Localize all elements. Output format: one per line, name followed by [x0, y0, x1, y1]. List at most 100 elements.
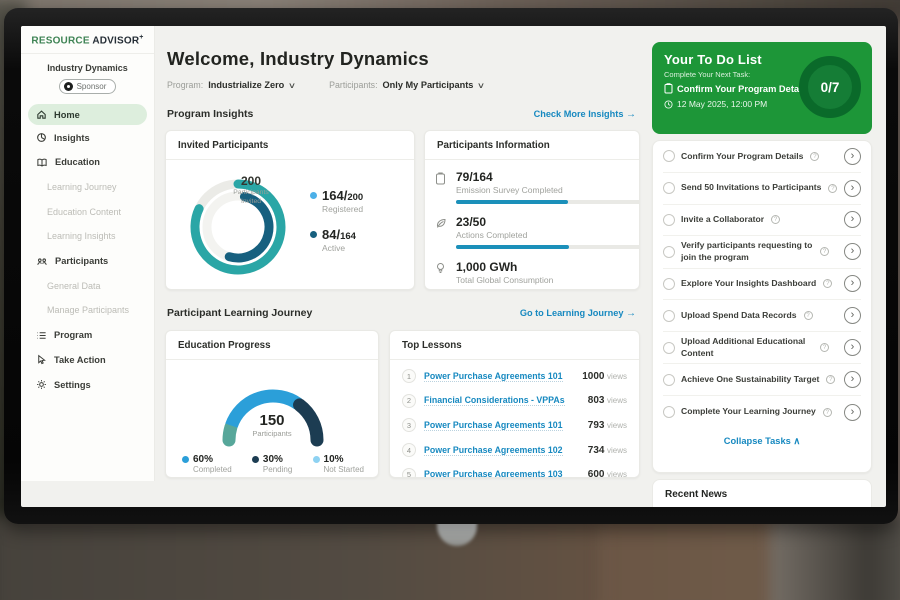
lesson-row: 3 Power Purchase Agreements 101 793 view…	[402, 413, 627, 438]
info-icon: ?	[823, 279, 833, 289]
legend-registered: 164/200 Registered	[310, 188, 363, 214]
education-progress-card: Education Progress 150 Participants 60% …	[165, 330, 379, 478]
chevron-up-icon: ∧	[793, 435, 801, 446]
checkbox-icon[interactable]	[663, 245, 675, 258]
checkbox-icon[interactable]	[663, 406, 675, 419]
todo-item[interactable]: Upload Additional Educational Content ? …	[663, 332, 861, 365]
chevron-right-button[interactable]: ›	[844, 179, 861, 197]
invited-donut-chart	[190, 179, 286, 275]
rank-badge: 5	[402, 467, 416, 477]
lesson-row: 1 Power Purchase Agreements 101 1000 vie…	[402, 364, 627, 389]
consumption-row: 1,000 GWh Total Global Consumption	[435, 260, 625, 289]
invited-participants-card: Invited Participants 200 Participants Inv…	[165, 130, 415, 290]
rank-badge: 3	[402, 418, 416, 433]
lesson-link[interactable]: Financial Considerations - VPPAs	[424, 395, 565, 407]
sidebar-nav: Home Insights Education Learning Journey…	[21, 104, 154, 397]
top-lessons-card: Top Lessons 1 Power Purchase Agreements …	[389, 330, 640, 478]
sidebar-item-program[interactable]: Program	[21, 323, 154, 348]
go-to-learning-journey-link[interactable]: Go to Learning Journey →	[519, 307, 636, 319]
registered-dot-icon	[310, 192, 317, 199]
completed-dot-icon	[182, 456, 189, 463]
chevron-right-button[interactable]: ›	[844, 403, 861, 421]
arrow-right-icon: →	[626, 307, 636, 319]
todo-datetime: 12 May 2025, 12:00 PM	[664, 99, 860, 109]
todo-list-card: Confirm Your Program Details ? › Send 50…	[652, 140, 872, 473]
brand-logo[interactable]: RESOURCE ADVISOR+	[21, 26, 154, 55]
todo-item[interactable]: Upload Spend Data Records ? ›	[663, 300, 861, 333]
sidebar-item-education[interactable]: Education	[21, 150, 154, 175]
sidebar-item-general-data[interactable]: General Data	[47, 280, 101, 291]
chevron-right-button[interactable]: ›	[844, 147, 861, 165]
todo-item[interactable]: Invite a Collaborator ? ›	[663, 205, 861, 237]
lesson-link[interactable]: Power Purchase Agreements 103	[424, 469, 563, 477]
sidebar-item-take-action[interactable]: Take Action	[21, 348, 154, 373]
sidebar-item-learning-journey[interactable]: Learning Journey	[47, 182, 117, 193]
info-icon: ?	[820, 343, 829, 353]
check-more-insights-link[interactable]: Check More Insights →	[533, 108, 636, 120]
checkbox-icon[interactable]	[663, 373, 675, 386]
donut-legend: 164/200 Registered 84/164 Active	[310, 188, 363, 266]
todo-item[interactable]: Send 50 Invitations to Participants ? ›	[663, 173, 861, 205]
book-icon	[37, 158, 47, 167]
todo-item[interactable]: Verify participants requesting to join t…	[663, 236, 861, 269]
participants-information-card: Participants Information 79/164 Emission…	[424, 130, 640, 290]
sidebar-item-settings[interactable]: Settings	[21, 372, 154, 397]
hand-click-icon	[38, 354, 46, 365]
sidebar-item-education-content[interactable]: Education Content	[47, 206, 122, 217]
lesson-link[interactable]: Power Purchase Agreements 101	[424, 370, 563, 382]
sidebar-item-learning-insights[interactable]: Learning Insights	[47, 231, 116, 242]
emission-progress-bar	[456, 200, 639, 204]
todo-item[interactable]: Complete Your Learning Journey ? ›	[663, 396, 861, 428]
chevron-right-button[interactable]: ›	[844, 307, 861, 325]
lesson-link[interactable]: Power Purchase Agreements 102	[424, 444, 563, 456]
todo-subtitle: Complete Your Next Task:	[664, 70, 751, 79]
chevron-down-icon: ∨	[477, 80, 486, 90]
todo-header-card: Your To Do List Complete Your Next Task:…	[652, 42, 872, 134]
chevron-right-button[interactable]: ›	[844, 339, 861, 357]
page-title: Welcome, Industry Dynamics	[167, 48, 429, 69]
legend-not-started: 10% Not Started	[312, 454, 364, 474]
rank-badge: 1	[402, 369, 416, 384]
checkbox-icon[interactable]	[663, 341, 675, 354]
education-gauge-chart	[222, 389, 324, 447]
chevron-right-button[interactable]: ›	[844, 211, 861, 229]
info-icon: ?	[822, 407, 832, 417]
collapse-tasks-link[interactable]: Collapse Tasks ∧	[723, 435, 801, 446]
home-icon	[37, 110, 46, 120]
checkbox-icon[interactable]	[663, 277, 675, 290]
lesson-link[interactable]: Power Purchase Agreements 101	[424, 419, 563, 431]
checkbox-icon[interactable]	[663, 309, 675, 322]
legend-completed: 60% Completed	[182, 454, 232, 474]
legend-active: 84/164 Active	[310, 227, 363, 253]
actions-progress-bar	[456, 245, 639, 249]
info-icon: ?	[820, 247, 829, 257]
checkbox-icon[interactable]	[663, 150, 675, 163]
active-dot-icon	[310, 231, 317, 238]
info-icon: ?	[828, 183, 838, 193]
pending-dot-icon	[251, 456, 259, 463]
checkbox-icon[interactable]	[663, 213, 675, 226]
lesson-row: 5 Power Purchase Agreements 103 600 view…	[402, 462, 627, 477]
sidebar-item-home[interactable]: Home	[28, 104, 147, 126]
sidebar-item-insights[interactable]: Insights	[21, 125, 154, 150]
arrow-right-icon: →	[626, 108, 636, 120]
program-filter[interactable]: Program: Industrialize Zero ∨	[167, 80, 297, 90]
info-icon: ?	[810, 151, 820, 161]
leaf-icon	[436, 218, 446, 228]
filters-row: Program: Industrialize Zero ∨ Participan…	[167, 80, 486, 90]
sidebar-item-manage-participants[interactable]: Manage Participants	[47, 305, 130, 316]
todo-item[interactable]: Explore Your Insights Dashboard ? ›	[663, 269, 861, 301]
emission-survey-row: 79/164 Emission Survey Completed	[435, 170, 639, 204]
gauge-legend: 60% Completed 30% Pending 10% Not Starte…	[166, 450, 378, 474]
checkbox-icon[interactable]	[663, 182, 675, 195]
pie-chart-icon	[37, 133, 46, 143]
sidebar-item-participants[interactable]: Participants	[21, 249, 154, 274]
chevron-right-button[interactable]: ›	[844, 371, 861, 389]
chevron-right-button[interactable]: ›	[844, 243, 861, 261]
todo-item[interactable]: Achieve One Sustainability Target ? ›	[663, 364, 861, 397]
recent-news-card: Recent News	[652, 479, 872, 507]
participants-filter[interactable]: Participants: Only My Participants ∨	[329, 80, 486, 90]
todo-item[interactable]: Confirm Your Program Details ? ›	[663, 141, 861, 173]
chevron-right-button[interactable]: ›	[844, 275, 861, 293]
todo-title: Your To Do List	[664, 52, 762, 67]
